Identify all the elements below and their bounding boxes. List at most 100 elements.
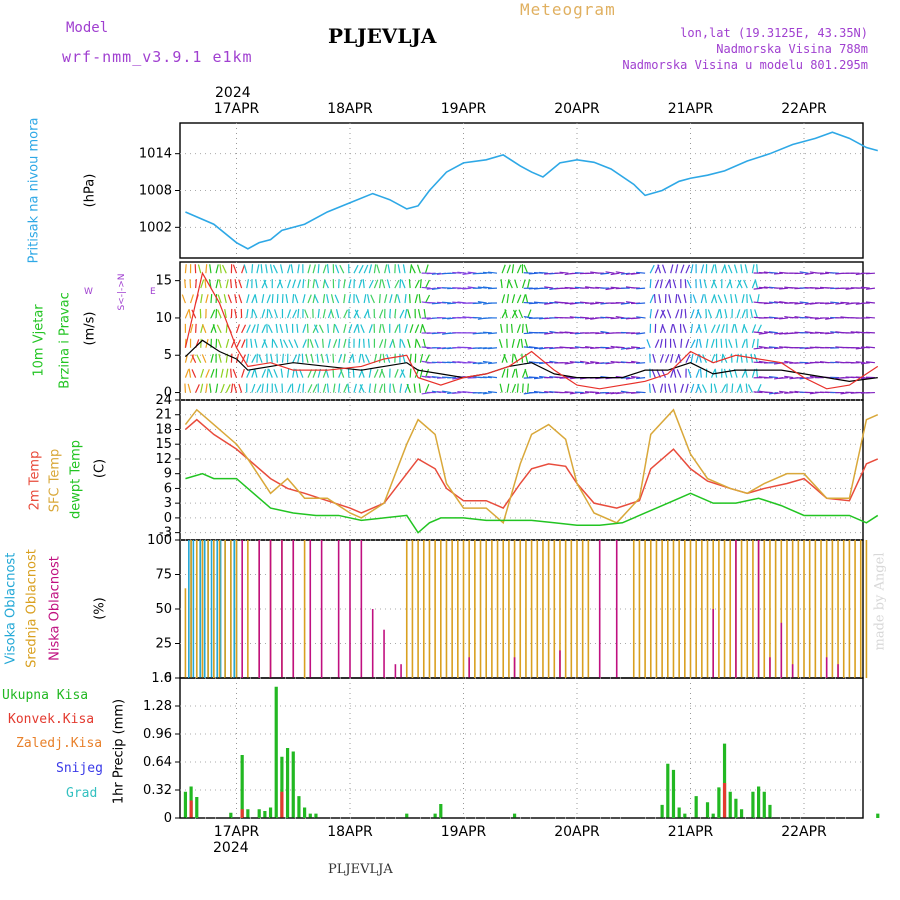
wind-arrow bbox=[756, 338, 759, 348]
wind-arrow bbox=[756, 324, 762, 334]
wind-arrow bbox=[574, 361, 584, 364]
wind-arrow bbox=[378, 383, 384, 393]
wind-arrow bbox=[672, 279, 677, 289]
wind-arrow bbox=[620, 317, 630, 320]
precip-bar bbox=[268, 807, 273, 818]
wind-arrow bbox=[261, 324, 267, 334]
precip-bar bbox=[405, 813, 409, 818]
wind-arrow bbox=[860, 286, 870, 289]
wind-arrow bbox=[697, 384, 702, 393]
wind-arrow bbox=[307, 294, 312, 304]
wind-arrow bbox=[700, 294, 704, 304]
wind-arrow bbox=[326, 294, 330, 304]
wind-arrow bbox=[672, 324, 677, 334]
wind-arrow bbox=[595, 301, 605, 304]
precip-bar bbox=[285, 748, 290, 818]
wind-arrow bbox=[297, 264, 300, 274]
wind-arrow bbox=[516, 324, 521, 334]
precip-bar bbox=[257, 809, 261, 818]
wind-arrow bbox=[452, 301, 462, 304]
wind-arrow bbox=[309, 339, 314, 348]
wind-arrow bbox=[322, 383, 327, 393]
legend-conv: Konvek.Kisa bbox=[8, 712, 95, 727]
cloud-label-low: Niska Oblacnost bbox=[47, 556, 63, 661]
wind-arrow bbox=[710, 324, 716, 334]
wind-arrow bbox=[384, 264, 388, 274]
wind-arrow bbox=[363, 294, 367, 304]
wind-arrow bbox=[756, 384, 762, 393]
wind-arrow bbox=[729, 279, 733, 289]
wind-arrow bbox=[590, 361, 600, 364]
wind-arrow bbox=[600, 272, 610, 275]
cloud-ytick-label: 50 bbox=[155, 602, 172, 617]
day-label-bottom: 22APR bbox=[781, 824, 827, 840]
wind-arrow bbox=[569, 287, 579, 290]
wind-arrow bbox=[238, 383, 243, 393]
wind-arrow bbox=[209, 383, 212, 393]
wind-arrow bbox=[414, 279, 420, 289]
day-label-bottom: 17APR bbox=[214, 824, 260, 840]
wind-arrow bbox=[297, 279, 302, 289]
wind-arrow bbox=[504, 309, 508, 319]
wind-arrow bbox=[241, 324, 247, 334]
wind-arrow bbox=[579, 316, 589, 319]
precip-bar bbox=[195, 797, 199, 818]
wind-arrow bbox=[721, 324, 725, 334]
wind-arrow bbox=[181, 294, 186, 304]
wind-arrow bbox=[408, 279, 411, 289]
wind-arrow bbox=[620, 347, 630, 350]
wind-arrow bbox=[414, 294, 419, 304]
wind-arrow bbox=[636, 302, 646, 305]
wind-arrow bbox=[747, 384, 753, 393]
wind-arrow bbox=[218, 279, 222, 289]
wind-arrow bbox=[482, 360, 492, 364]
cloud-series-srednja bbox=[184, 540, 868, 678]
wind-arrow bbox=[238, 294, 243, 304]
wind-arrow bbox=[404, 294, 407, 304]
wind-arrow bbox=[394, 324, 399, 334]
wind-arrow bbox=[322, 264, 327, 274]
precip-bar bbox=[722, 743, 727, 818]
wind-arrow bbox=[521, 279, 526, 289]
wind-arrow bbox=[741, 309, 746, 319]
day-label-bottom: 18APR bbox=[327, 824, 373, 840]
wind-arrow bbox=[487, 347, 498, 350]
wind-arrow bbox=[684, 308, 687, 318]
wind-arrow bbox=[389, 339, 394, 349]
wind-arrow bbox=[564, 362, 574, 365]
wind-arrow bbox=[719, 309, 723, 319]
wind-arrow bbox=[409, 368, 412, 378]
pressure-ytick-label: 1002 bbox=[139, 220, 172, 235]
wind-arrow bbox=[654, 339, 660, 349]
wind-arrow bbox=[360, 324, 365, 334]
wind-arrow bbox=[407, 338, 411, 348]
wind-arrow bbox=[373, 264, 377, 274]
wind-arrow bbox=[585, 317, 595, 320]
wind-arrow bbox=[825, 302, 835, 305]
wind-arrow bbox=[367, 308, 370, 319]
wind-arrow bbox=[664, 354, 670, 363]
wind-arrow bbox=[404, 324, 408, 334]
wind-arrow bbox=[294, 294, 299, 304]
wind-arrow bbox=[724, 309, 728, 319]
wind-arrow bbox=[855, 347, 865, 350]
wind-arrow bbox=[716, 324, 721, 334]
wind-arrow bbox=[307, 279, 310, 289]
wind-arrow bbox=[685, 264, 691, 274]
wind-arrow bbox=[636, 347, 646, 350]
wind-arrow bbox=[690, 264, 694, 274]
precip-bar bbox=[512, 813, 517, 818]
wind-arrow bbox=[500, 279, 503, 289]
wind-arrow bbox=[521, 294, 526, 304]
wind-arrow bbox=[457, 287, 467, 290]
wind-arrow bbox=[518, 309, 524, 319]
wind-arrow bbox=[544, 286, 554, 289]
wind-arrow bbox=[234, 309, 238, 319]
wind-arrow bbox=[524, 338, 529, 348]
wind-arrow bbox=[251, 383, 256, 393]
wind-arrow bbox=[419, 323, 424, 334]
wind-arrow bbox=[368, 279, 374, 289]
wind-arrow bbox=[754, 309, 759, 319]
cloud-ytick-label: 0 bbox=[164, 671, 172, 686]
wind-arrow bbox=[352, 368, 355, 378]
